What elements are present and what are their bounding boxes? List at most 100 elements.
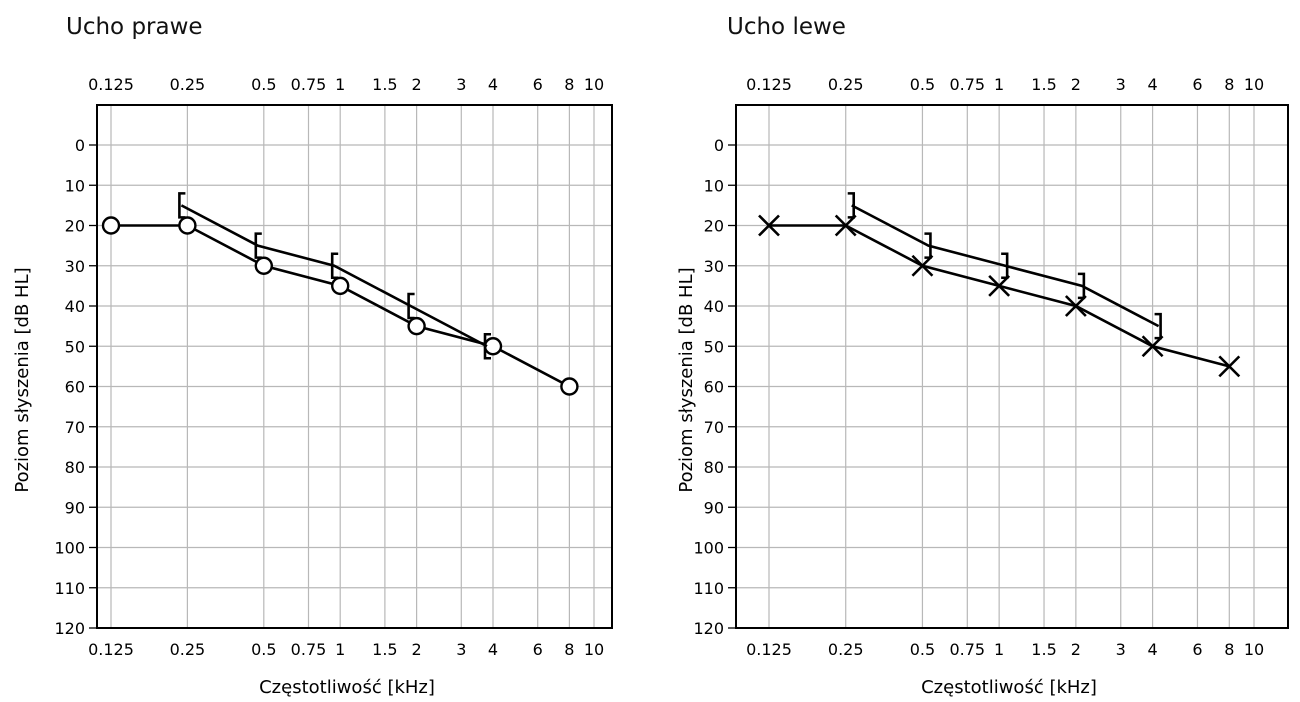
- x-tick-label-top: 0.25: [170, 75, 206, 94]
- x-tick-label-bottom: 1: [994, 640, 1004, 659]
- x-tick-label-top: 3: [1116, 75, 1126, 94]
- y-axis-label: Poziom słyszenia [dB HL]: [12, 267, 33, 492]
- x-tick-label-bottom: 0.25: [828, 640, 864, 659]
- data-point-cross: [1064, 295, 1087, 317]
- x-tick-label-bottom: 0.75: [949, 640, 985, 659]
- data-point-bracket: [178, 192, 186, 219]
- x-tick-label-bottom: 2: [412, 640, 422, 659]
- y-tick-label: 10: [65, 176, 85, 195]
- x-tick-label-top: 1.5: [1031, 75, 1056, 94]
- data-point-circle: [483, 337, 503, 356]
- data-point-cross: [1141, 335, 1164, 358]
- data-point-cross: [834, 214, 857, 237]
- x-tick-label-top: 8: [564, 75, 574, 94]
- series-circle: [101, 216, 579, 396]
- right-ear-title: Ucho prawe: [66, 14, 203, 40]
- x-tick-label-bottom: 0.5: [910, 640, 935, 659]
- y-tick-label: 70: [704, 418, 724, 437]
- x-tick-label-top: 0.125: [746, 75, 792, 94]
- plot-area: 01020304050607080901001101200.1250.1250.…: [676, 75, 1289, 698]
- y-tick-label: 120: [693, 619, 724, 638]
- x-tick-label-top: 1.5: [372, 75, 397, 94]
- y-tick-label: 100: [693, 539, 724, 558]
- plot-frame: [96, 104, 613, 629]
- y-tick-label: 10: [704, 176, 724, 195]
- x-tick-label-bottom: 1: [335, 640, 345, 659]
- x-tick-label-top: 0.75: [291, 75, 327, 94]
- data-point-cross: [988, 274, 1011, 297]
- data-point-bracket: [483, 332, 492, 360]
- series-line: [180, 204, 488, 348]
- data-point-circle: [178, 216, 197, 235]
- left-ear-title: Ucho lewe: [727, 14, 846, 40]
- x-tick-label-bottom: 6: [533, 640, 543, 659]
- y-tick-label: 0: [75, 136, 85, 155]
- right-ear-audiogram: 01020304050607080901001101200.1250.1250.…: [12, 75, 613, 698]
- x-tick-label-bottom: 0.25: [170, 640, 206, 659]
- x-axis-label: Częstotliwość [kHz]: [259, 677, 435, 698]
- x-tick-label-top: 2: [1071, 75, 1081, 94]
- x-tick-label-bottom: 0.75: [291, 640, 327, 659]
- y-tick-label: 90: [65, 498, 85, 517]
- y-tick-label: 40: [65, 297, 85, 316]
- plot-area: 01020304050607080901001101200.1250.1250.…: [12, 75, 613, 698]
- plot-frame: [735, 104, 1289, 629]
- y-tick-label: 20: [704, 217, 724, 236]
- x-tick-label-bottom: 0.125: [746, 640, 792, 659]
- x-axis-label: Częstotliwość [kHz]: [921, 677, 1097, 698]
- y-tick-label: 60: [704, 378, 724, 397]
- y-tick-label: 110: [693, 579, 724, 598]
- data-point-bracket: [847, 192, 856, 219]
- x-tick-label-bottom: 2: [1071, 640, 1081, 659]
- x-tick-label-bottom: 3: [456, 640, 466, 659]
- x-tick-label-bottom: 1.5: [372, 640, 397, 659]
- y-tick-label: 30: [65, 257, 85, 276]
- data-point-bracket: [330, 252, 339, 280]
- x-tick-label-top: 1: [335, 75, 345, 94]
- data-point-circle: [254, 256, 274, 275]
- y-tick-label: 20: [65, 217, 85, 236]
- y-tick-label: 70: [65, 418, 85, 437]
- x-tick-label-top: 4: [1147, 75, 1157, 94]
- x-tick-label-bottom: 8: [564, 640, 574, 659]
- x-tick-label-bottom: 8: [1224, 640, 1234, 659]
- x-tick-label-top: 0.25: [828, 75, 864, 94]
- x-tick-label-bottom: 1.5: [1031, 640, 1056, 659]
- right-ear-panel: Ucho prawe 0 10 20 30 40 50 60 70 80 90 100 110 120 0…: [12, 14, 613, 698]
- x-tick-label-top: 0.5: [910, 75, 935, 94]
- y-tick-label: 40: [704, 297, 724, 316]
- x-tick-label-top: 6: [1192, 75, 1202, 94]
- data-point-circle: [560, 377, 579, 396]
- x-tick-label-bottom: 10: [1244, 640, 1264, 659]
- y-axis-label: Poziom słyszenia [dB HL]: [676, 267, 697, 492]
- data-point-cross: [758, 214, 780, 237]
- y-tick-label: 80: [704, 458, 724, 477]
- y-tick-label: 0: [714, 136, 724, 155]
- data-point-cross: [911, 254, 934, 277]
- data-point-bracket: [254, 232, 262, 259]
- data-point-circle: [101, 216, 121, 235]
- y-tick-label: 50: [704, 337, 724, 356]
- x-tick-label-bottom: 4: [1147, 640, 1157, 659]
- data-point-bracket: [1154, 312, 1162, 340]
- x-tick-label-bottom: 6: [1192, 640, 1202, 659]
- x-tick-label-top: 0.5: [251, 75, 276, 94]
- x-tick-label-top: 0.125: [88, 75, 134, 94]
- y-tick-label: 110: [54, 579, 85, 598]
- series-bracket-right: [847, 192, 1162, 340]
- y-tick-label: 30: [704, 257, 724, 276]
- y-tick-label: 90: [704, 498, 724, 517]
- x-tick-label-top: 3: [456, 75, 466, 94]
- y-tick-label: 80: [65, 458, 85, 477]
- series-cross: [758, 214, 1241, 378]
- left-ear-panel: Ucho lewe 0 10 20 30 40 50 60 70 80 90 100 110 120 0.…: [650, 0, 1300, 702]
- y-tick-label: 100: [54, 539, 85, 558]
- x-tick-label-top: 8: [1224, 75, 1234, 94]
- data-point-circle: [407, 316, 426, 336]
- x-tick-label-top: 10: [1244, 75, 1264, 94]
- data-point-bracket: [407, 292, 415, 320]
- x-tick-label-top: 6: [533, 75, 543, 94]
- x-tick-label-bottom: 0.125: [88, 640, 134, 659]
- x-tick-label-top: 10: [584, 75, 604, 94]
- x-tick-label-top: 4: [488, 75, 498, 94]
